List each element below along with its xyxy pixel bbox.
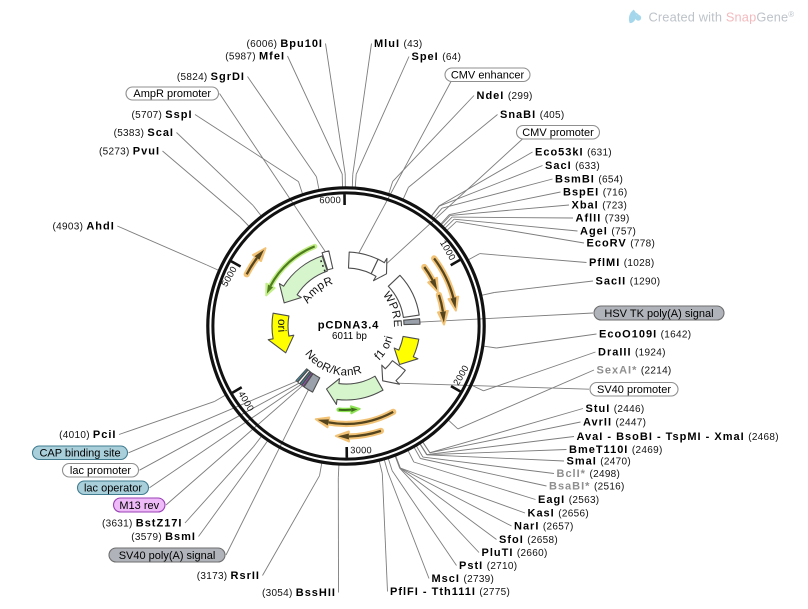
svg-text:StuI(2446): StuI (2446): [586, 403, 645, 415]
svg-text:(5824) SgrDI: (5824) SgrDI: [177, 71, 245, 83]
svg-text:KasI(2656): KasI (2656): [528, 508, 589, 520]
svg-text:6011 bp: 6011 bp: [332, 331, 367, 342]
svg-text:6000: 6000: [319, 195, 341, 205]
svg-text:AmpR promoter: AmpR promoter: [133, 88, 211, 100]
svg-text:(4010) PciI: (4010) PciI: [59, 429, 116, 441]
svg-text:(3579) BsmI: (3579) BsmI: [131, 531, 196, 543]
svg-text:SV40 poly(A) signal: SV40 poly(A) signal: [119, 550, 216, 562]
svg-text:SfoI(2658): SfoI (2658): [499, 534, 558, 546]
svg-text:(5707) SspI: (5707) SspI: [131, 109, 192, 121]
svg-text:BsmBI(654): BsmBI (654): [555, 174, 623, 186]
svg-text:AvaI - BsoBI - TspMI - XmaI(24: AvaI - BsoBI - TspMI - XmaI (2468): [577, 431, 779, 443]
svg-text:SexAI*(2214): SexAI* (2214): [597, 365, 672, 377]
svg-text:BsaBI*(2516): BsaBI* (2516): [549, 481, 625, 493]
svg-text:(5273) PvuI: (5273) PvuI: [99, 146, 160, 158]
svg-text:SnaBI(405): SnaBI (405): [500, 109, 565, 121]
svg-text:PflFI - Tth111I(2775): PflFI - Tth111I (2775): [390, 586, 510, 598]
svg-text:BmeT110I(2469): BmeT110I (2469): [569, 444, 663, 456]
svg-text:CMV promoter: CMV promoter: [522, 127, 594, 139]
svg-text:3000: 3000: [350, 445, 372, 455]
svg-text:BspEI(716): BspEI (716): [563, 187, 628, 199]
svg-text:EagI(2563): EagI (2563): [538, 494, 599, 506]
svg-text:HSV TK poly(A) signal: HSV TK poly(A) signal: [604, 308, 713, 320]
svg-text:PstI(2710): PstI (2710): [459, 560, 517, 572]
svg-text:Created with SnapGene®: Created with SnapGene®: [649, 9, 795, 24]
svg-text:Eco53kI(631): Eco53kI (631): [535, 147, 612, 159]
svg-text:(6006) Bpu10I: (6006) Bpu10I: [247, 38, 323, 50]
svg-text:CMV enhancer: CMV enhancer: [451, 70, 525, 82]
svg-text:(3631) BstZ17I: (3631) BstZ17I: [102, 518, 183, 530]
svg-text:lac operator: lac operator: [84, 483, 142, 495]
svg-text:M13 rev: M13 rev: [119, 500, 159, 512]
svg-text:EcoO109I(1642): EcoO109I (1642): [599, 329, 691, 341]
svg-text:AvrII(2447): AvrII (2447): [583, 417, 646, 429]
svg-text:(3173) RsrII: (3173) RsrII: [197, 570, 260, 582]
svg-text:(5987) MfeI: (5987) MfeI: [225, 51, 285, 63]
svg-text:lac promoter: lac promoter: [70, 465, 131, 477]
svg-text:SpeI(64): SpeI (64): [412, 51, 462, 63]
svg-text:ori: ori: [275, 319, 287, 333]
svg-text:CAP binding site: CAP binding site: [39, 448, 120, 460]
svg-text:MluI(43): MluI (43): [374, 38, 422, 50]
svg-text:(5383) ScaI: (5383) ScaI: [114, 127, 174, 139]
svg-text:MscI(2739): MscI (2739): [432, 573, 495, 585]
svg-text:EcoRV(778): EcoRV (778): [587, 238, 656, 250]
svg-text:SV40 promoter: SV40 promoter: [597, 384, 671, 396]
svg-text:(4903) AhdI: (4903) AhdI: [53, 221, 115, 233]
svg-text:pCDNA3.4: pCDNA3.4: [318, 319, 380, 331]
svg-text:(3054) BssHII: (3054) BssHII: [262, 587, 336, 599]
svg-text:NarI(2657): NarI (2657): [514, 521, 574, 533]
